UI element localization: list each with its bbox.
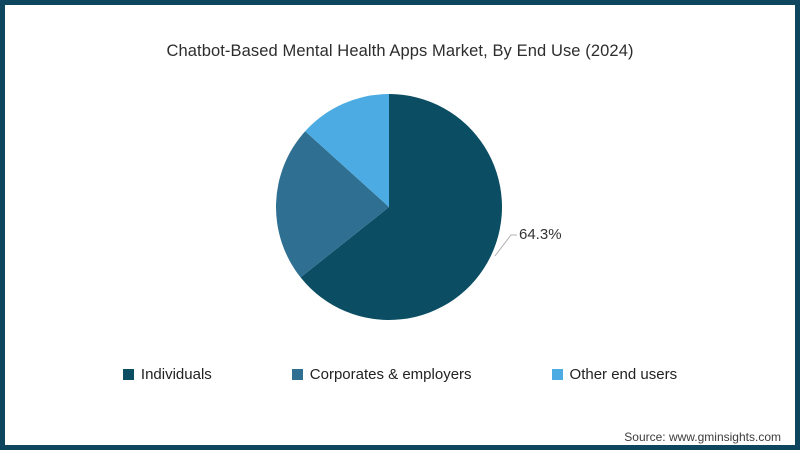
legend: Individuals Corporates & employers Other… xyxy=(5,366,795,383)
chart-title: Chatbot-Based Mental Health Apps Market,… xyxy=(166,42,634,60)
legend-label-individuals: Individuals xyxy=(140,366,212,383)
pie-slice-other-end-users xyxy=(305,94,389,207)
legend-swatch-other-end-users xyxy=(551,369,563,380)
legend-item-individuals: Individuals xyxy=(122,366,212,383)
source-attribution: Source: www.gminsights.com xyxy=(624,430,781,444)
legend-label-other-end-users: Other end users xyxy=(569,366,678,383)
legend-item-corporates-employers: Corporates & employers xyxy=(291,366,472,383)
pie-slice-individuals xyxy=(300,94,502,320)
pie-data-label: 64.3% xyxy=(519,226,562,243)
legend-swatch-corporates-employers xyxy=(291,369,303,380)
legend-item-other-end-users: Other end users xyxy=(551,366,678,383)
pie-slice-corporates-employers xyxy=(275,131,389,278)
legend-swatch-individuals xyxy=(122,369,134,380)
pie-chart: 64.3% xyxy=(275,94,562,320)
data-label-connector xyxy=(494,234,517,257)
legend-label-corporates-employers: Corporates & employers xyxy=(309,366,472,383)
